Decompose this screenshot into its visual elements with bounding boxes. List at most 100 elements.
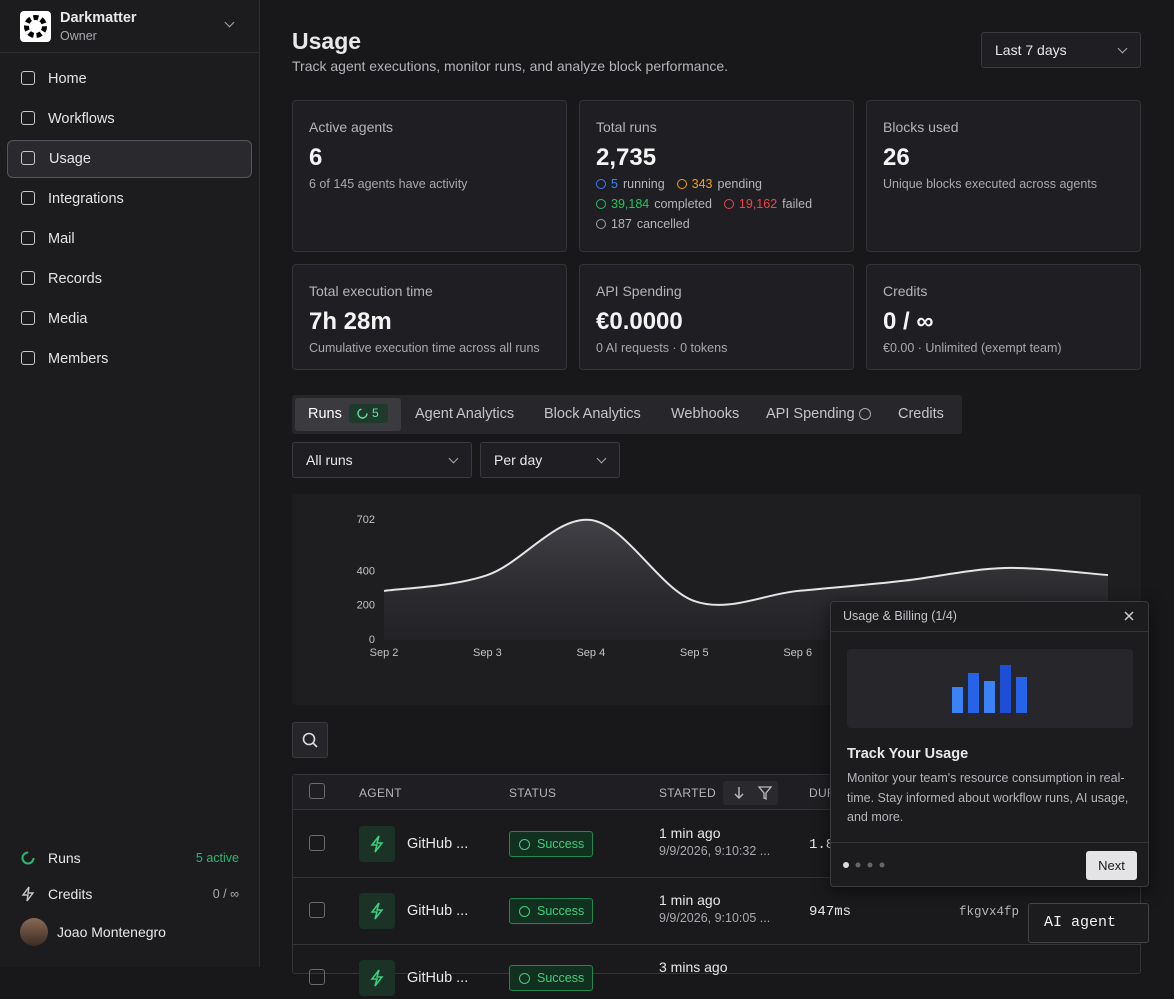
stat-row: 187 cancelled: [596, 214, 837, 234]
period-filter[interactable]: Per day: [480, 442, 620, 478]
filter-value: Per day: [494, 452, 543, 468]
filter-value: All runs: [306, 452, 353, 468]
nav-item[interactable]: Records: [7, 260, 252, 298]
chevron: [1117, 43, 1128, 54]
run-stat: 187 cancelled: [596, 217, 690, 231]
status-badge: Success: [509, 965, 594, 991]
nav-label: Mail: [48, 231, 75, 247]
tour-popover: Usage & Billing (1/4) Track Your Usage M…: [830, 601, 1149, 887]
runs-badge: 5: [349, 404, 388, 423]
stat-card: API Spending €0.0000 0 AI requests · 0 tok…: [579, 264, 854, 370]
page: Darkmatter Owner Home Workflows Usage Integ…: [0, 0, 1149, 996]
bars-illustration: [952, 665, 1027, 713]
tab[interactable]: Block Analytics: [544, 406, 641, 422]
tab[interactable]: API Spending: [766, 406, 855, 422]
card-label: Credits: [883, 283, 928, 299]
nav-icon: [21, 231, 35, 245]
ai-agent-button[interactable]: AI agent: [1028, 903, 1149, 943]
bolt: [370, 969, 384, 987]
close-button[interactable]: [1123, 610, 1135, 622]
card-label: Active agents: [309, 119, 394, 135]
row-checkbox[interactable]: [309, 902, 325, 918]
nav-label: Media: [48, 311, 88, 327]
nav-item[interactable]: Members: [7, 340, 252, 378]
run-stat: 39,184 completed: [596, 197, 712, 211]
card-value: 0 / ∞: [883, 308, 934, 335]
card-label: Total runs: [596, 119, 657, 135]
credits-value: 0 / ∞: [212, 887, 239, 901]
runs-filter[interactable]: All runs: [292, 442, 472, 478]
nav-icon: [21, 71, 35, 85]
stat-count: 5: [611, 177, 618, 191]
status-icon: [596, 219, 606, 229]
agent-name[interactable]: GitHub ...: [407, 970, 469, 986]
runs-active: 5 active: [195, 851, 239, 865]
y-tick-label: 702: [357, 514, 375, 526]
search-button[interactable]: [292, 722, 328, 758]
card-label: API Spending: [596, 283, 682, 299]
divider: [0, 52, 259, 53]
card-note: 6 of 145 agents have activity: [309, 177, 468, 191]
card-label: Blocks used: [883, 119, 959, 135]
x-tick-label: Sep 4: [576, 647, 605, 659]
started-time: 9/9/2026, 9:10:05 ...: [659, 911, 771, 925]
range-value: Last 7 days: [995, 42, 1067, 58]
check-icon: [519, 906, 530, 917]
row-checkbox[interactable]: [309, 969, 325, 985]
nav-item[interactable]: Home: [7, 60, 252, 98]
nav-item[interactable]: Media: [7, 300, 252, 338]
row-checkbox[interactable]: [309, 835, 325, 851]
divider: [831, 631, 1148, 632]
sidebar: Darkmatter Owner Home Workflows Usage Integ…: [0, 0, 260, 967]
card-value: 2,735: [596, 144, 657, 171]
agent-name[interactable]: GitHub ...: [407, 903, 469, 919]
started: 1 min ago: [659, 825, 721, 841]
column-header: AGENT: [359, 786, 402, 800]
divider: [831, 842, 1148, 843]
nav-icon: [21, 191, 35, 205]
row-divider: [293, 944, 1140, 945]
user-name[interactable]: Joao Montenegro: [57, 924, 166, 940]
nav-label: Usage: [49, 151, 91, 167]
stat-count: 39,184: [611, 197, 650, 211]
org-chevron[interactable]: [224, 17, 235, 28]
card-note: Unique blocks executed across agents: [883, 177, 1098, 191]
select-all[interactable]: [309, 783, 325, 799]
stat-label: failed: [782, 197, 813, 211]
nav-label: Workflows: [48, 111, 115, 127]
duration: 947ms: [809, 904, 852, 920]
credits-link[interactable]: Credits: [48, 886, 93, 902]
nav-item[interactable]: Mail: [7, 220, 252, 258]
stat-row: 5 running 343 pending: [596, 174, 837, 194]
runs-link[interactable]: Runs: [48, 850, 81, 866]
stat-card: Total execution time 7h 28m Cumulative exe…: [292, 264, 567, 370]
chevron: [448, 453, 459, 464]
agent-icon: [359, 893, 395, 929]
range-select[interactable]: Last 7 days: [981, 32, 1141, 68]
nav-item[interactable]: Usage: [7, 140, 252, 178]
tour-illustration: [847, 649, 1133, 728]
spinner: [357, 408, 368, 419]
chevron: [596, 453, 607, 464]
y-tick-label: 200: [357, 600, 375, 612]
check-icon: [519, 973, 530, 984]
row-divider: [293, 877, 1140, 878]
stat-card: Active agents 6 6 of 145 agents have activ…: [292, 100, 567, 252]
status-icon: [596, 179, 606, 189]
next-button[interactable]: Next: [1086, 851, 1137, 880]
nav-item[interactable]: Integrations: [7, 180, 252, 218]
stat-label: completed: [654, 197, 712, 211]
run-stat: 343 pending: [676, 177, 762, 191]
tab[interactable]: Credits: [898, 406, 944, 422]
sort-controls[interactable]: [723, 781, 778, 805]
tab[interactable]: Webhooks: [671, 406, 740, 422]
agent-name[interactable]: GitHub ...: [407, 836, 469, 852]
area-line: [383, 518, 1109, 606]
org-name[interactable]: Darkmatter: [60, 10, 137, 26]
status-icon: [676, 179, 687, 189]
nav-item[interactable]: Workflows: [7, 100, 252, 138]
tab[interactable]: Agent Analytics: [415, 406, 515, 422]
started-time: 9/9/2026, 9:10:32 ...: [659, 844, 771, 858]
nav-label: Records: [48, 271, 102, 287]
tab[interactable]: Runs: [308, 406, 342, 422]
